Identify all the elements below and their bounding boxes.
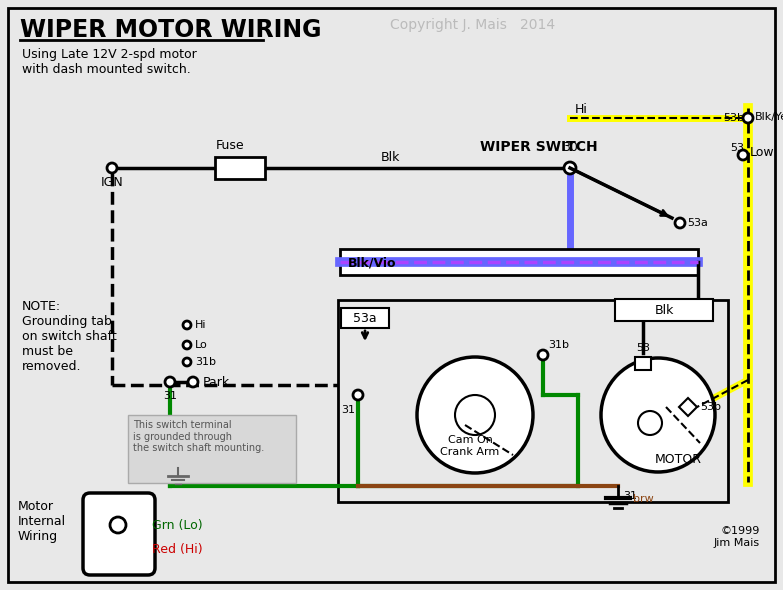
Text: 31b: 31b — [548, 340, 569, 350]
Bar — [341, 308, 389, 328]
Circle shape — [353, 390, 363, 400]
Circle shape — [455, 395, 495, 435]
Text: 53a: 53a — [353, 312, 377, 325]
Bar — [340, 249, 698, 275]
Text: 53: 53 — [636, 343, 650, 353]
Text: Blk: Blk — [655, 303, 673, 316]
Circle shape — [183, 321, 191, 329]
Text: Fuse: Fuse — [215, 139, 244, 152]
Text: Motor
Internal
Wiring: Motor Internal Wiring — [18, 500, 66, 543]
Text: Lo: Lo — [195, 340, 207, 350]
Text: 31b: 31b — [195, 357, 216, 367]
Bar — [615, 299, 713, 321]
Text: 53: 53 — [730, 143, 744, 153]
Bar — [215, 157, 265, 179]
Text: 53b: 53b — [723, 113, 744, 123]
Text: WIPER SWITCH: WIPER SWITCH — [480, 140, 597, 154]
Text: Grn (Lo): Grn (Lo) — [152, 519, 203, 532]
Text: Blk: Blk — [381, 151, 399, 164]
Text: Low: Low — [750, 146, 774, 159]
Text: 30: 30 — [562, 141, 578, 154]
Circle shape — [743, 113, 753, 123]
Text: Using Late 12V 2-spd motor
with dash mounted switch.: Using Late 12V 2-spd motor with dash mou… — [22, 48, 197, 76]
Circle shape — [188, 377, 198, 387]
Circle shape — [638, 411, 662, 435]
Text: brw: brw — [633, 494, 654, 504]
Circle shape — [675, 218, 685, 228]
Text: IGN: IGN — [101, 176, 124, 189]
Text: Cam On
Crank Arm: Cam On Crank Arm — [440, 435, 500, 457]
Text: Blk/Yell: Blk/Yell — [755, 112, 783, 122]
Circle shape — [165, 377, 175, 387]
Text: 53b: 53b — [700, 402, 721, 412]
Bar — [128, 415, 296, 483]
Bar — [635, 357, 651, 370]
Text: 53a: 53a — [687, 218, 708, 228]
Circle shape — [738, 150, 748, 160]
Text: Hi: Hi — [195, 320, 207, 330]
Circle shape — [564, 162, 576, 174]
Circle shape — [110, 517, 126, 533]
Text: 31: 31 — [341, 405, 355, 415]
Circle shape — [107, 163, 117, 173]
Text: Blk/Vio: Blk/Vio — [348, 257, 396, 270]
Polygon shape — [679, 398, 697, 416]
Circle shape — [601, 358, 715, 472]
Circle shape — [183, 358, 191, 366]
Text: ©1999
Jim Mais: ©1999 Jim Mais — [714, 526, 760, 548]
Circle shape — [183, 341, 191, 349]
Text: WIPER MOTOR WIRING: WIPER MOTOR WIRING — [20, 18, 322, 42]
Text: MOTOR: MOTOR — [655, 453, 702, 466]
Text: Red (Hi): Red (Hi) — [152, 543, 203, 556]
Circle shape — [417, 357, 533, 473]
FancyBboxPatch shape — [83, 493, 155, 575]
Circle shape — [538, 350, 548, 360]
Text: 31: 31 — [163, 391, 177, 401]
Text: This switch terminal
is grounded through
the switch shaft mounting.: This switch terminal is grounded through… — [133, 420, 264, 453]
Text: 31: 31 — [623, 491, 637, 501]
Text: NOTE:
Grounding tab
on switch shaft
must be
removed.: NOTE: Grounding tab on switch shaft must… — [22, 300, 117, 373]
Bar — [338, 300, 728, 502]
Text: Park: Park — [203, 375, 230, 388]
Text: Copyright J. Mais   2014: Copyright J. Mais 2014 — [390, 18, 555, 32]
Text: Hi: Hi — [575, 103, 588, 116]
